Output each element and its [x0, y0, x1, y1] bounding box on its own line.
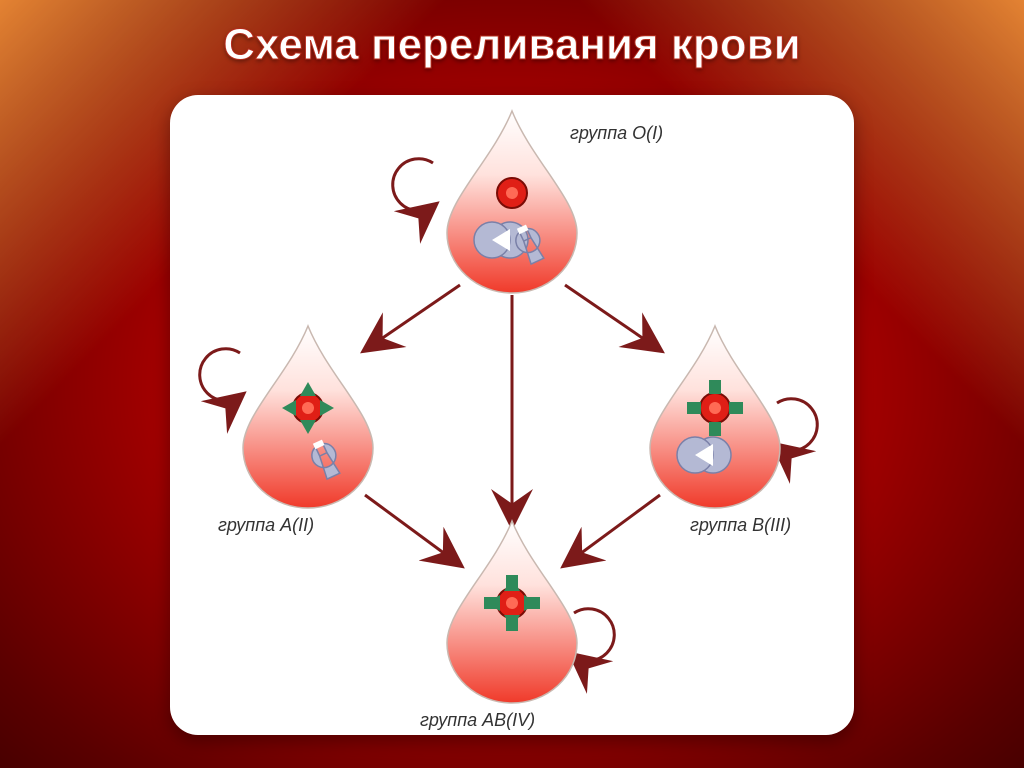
- drop-B: [640, 320, 790, 510]
- diagram-card: группа O(I) группа A(II) группа B(III) г…: [170, 95, 854, 735]
- label-O: группа O(I): [570, 123, 663, 144]
- transfusion-diagram: группа O(I) группа A(II) группа B(III) г…: [170, 95, 854, 735]
- drop-O: [437, 105, 587, 295]
- label-A: группа A(II): [218, 515, 314, 536]
- drop-AB: [437, 515, 587, 705]
- page-title: Схема переливания крови: [0, 20, 1024, 70]
- label-B: группа B(III): [690, 515, 791, 536]
- drop-A: [233, 320, 383, 510]
- label-AB: группа AB(IV): [420, 710, 535, 731]
